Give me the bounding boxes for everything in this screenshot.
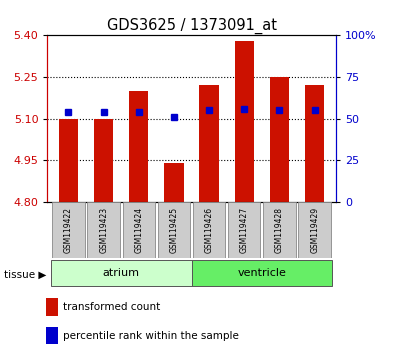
Bar <box>45 327 58 344</box>
FancyBboxPatch shape <box>228 202 260 258</box>
Text: GSM119422: GSM119422 <box>64 207 73 253</box>
FancyBboxPatch shape <box>158 202 190 258</box>
FancyBboxPatch shape <box>87 202 120 258</box>
Text: percentile rank within the sample: percentile rank within the sample <box>63 331 239 341</box>
Text: GSM119426: GSM119426 <box>205 207 214 253</box>
Text: transformed count: transformed count <box>63 302 160 312</box>
Text: GSM119427: GSM119427 <box>240 207 249 253</box>
Bar <box>270 77 289 202</box>
FancyBboxPatch shape <box>192 259 332 286</box>
Bar <box>305 85 324 202</box>
FancyBboxPatch shape <box>123 202 155 258</box>
Text: GSM119424: GSM119424 <box>134 207 143 253</box>
Bar <box>45 298 58 316</box>
Bar <box>235 41 254 202</box>
FancyBboxPatch shape <box>52 202 85 258</box>
Text: GSM119429: GSM119429 <box>310 207 319 253</box>
FancyBboxPatch shape <box>193 202 225 258</box>
FancyBboxPatch shape <box>263 202 296 258</box>
FancyBboxPatch shape <box>51 259 192 286</box>
Bar <box>94 119 113 202</box>
Text: atrium: atrium <box>103 268 140 278</box>
FancyBboxPatch shape <box>299 202 331 258</box>
Text: GSM119425: GSM119425 <box>169 207 179 253</box>
Bar <box>129 91 149 202</box>
Text: tissue ▶: tissue ▶ <box>4 269 46 279</box>
Text: ventricle: ventricle <box>237 268 286 278</box>
Title: GDS3625 / 1373091_at: GDS3625 / 1373091_at <box>107 18 276 34</box>
Text: GSM119423: GSM119423 <box>99 207 108 253</box>
Bar <box>164 163 184 202</box>
Bar <box>199 85 219 202</box>
Text: GSM119428: GSM119428 <box>275 207 284 253</box>
Bar <box>59 119 78 202</box>
